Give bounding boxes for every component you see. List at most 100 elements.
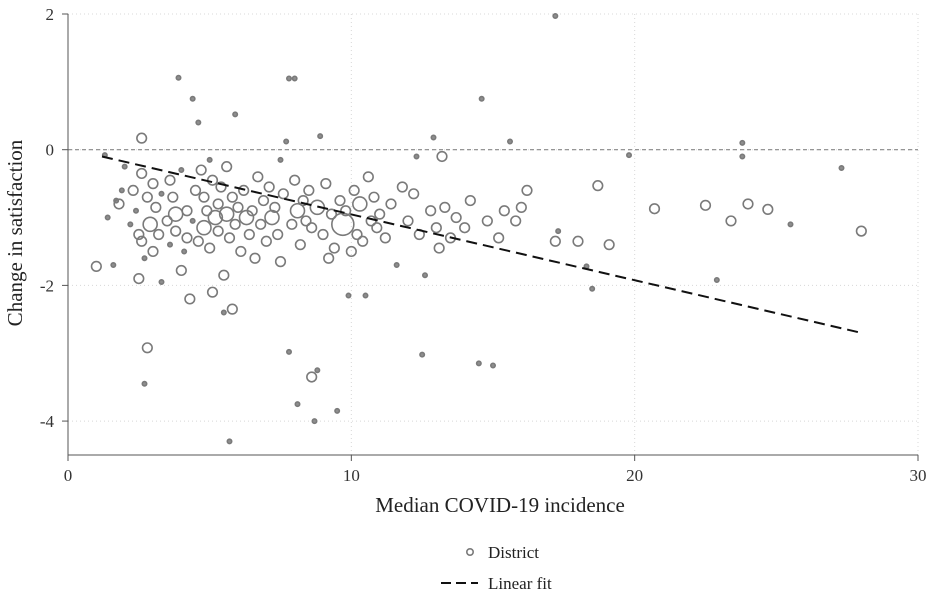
district-point	[175, 264, 187, 277]
district-point	[425, 205, 437, 217]
district-point	[323, 252, 335, 264]
district-point	[204, 242, 216, 254]
district-point	[229, 218, 241, 230]
x-tick-label: 10	[343, 466, 360, 485]
district-point	[368, 191, 380, 203]
district-point	[489, 362, 496, 369]
district-point	[362, 292, 369, 299]
district-point	[421, 272, 428, 279]
district-point	[150, 201, 162, 213]
district-point	[408, 188, 420, 200]
district-point	[592, 180, 604, 192]
district-point	[306, 371, 318, 383]
district-point	[235, 245, 247, 258]
district-point	[521, 184, 533, 196]
grid-lines	[67, 13, 919, 455]
district-point	[393, 262, 400, 269]
district-point	[762, 203, 774, 215]
district-point	[226, 438, 233, 445]
district-point	[221, 161, 233, 173]
district-point	[263, 181, 275, 193]
district-point	[430, 222, 442, 234]
district-point	[181, 205, 193, 217]
district-point	[481, 215, 493, 227]
district-point	[164, 174, 176, 186]
district-point	[141, 191, 153, 203]
district-point	[549, 235, 561, 247]
district-point	[226, 303, 238, 315]
district-point	[206, 156, 213, 163]
district-point	[277, 156, 284, 163]
district-point	[147, 245, 159, 258]
district-point	[362, 171, 374, 183]
district-point	[459, 222, 471, 234]
district-point	[552, 13, 559, 20]
district-point	[787, 221, 794, 228]
district-point	[136, 132, 148, 144]
district-point	[141, 255, 148, 262]
district-point	[243, 228, 255, 241]
district-point	[303, 184, 315, 196]
district-point	[572, 235, 584, 247]
district-point	[218, 206, 235, 222]
district-point	[351, 228, 363, 241]
district-point	[238, 184, 250, 196]
district-point	[232, 111, 239, 118]
y-tick-label: -4	[40, 412, 55, 431]
district-point	[317, 228, 329, 241]
district-point	[283, 138, 290, 145]
district-point	[348, 184, 360, 196]
legend-district-marker	[465, 547, 474, 556]
district-point	[285, 75, 292, 82]
district-point	[742, 198, 754, 210]
district-point	[158, 278, 165, 285]
district-point	[297, 194, 309, 207]
district-point	[450, 211, 462, 224]
district-point	[260, 235, 272, 247]
district-point	[320, 178, 332, 190]
district-point	[340, 205, 352, 217]
district-point	[133, 273, 145, 285]
district-point	[142, 216, 158, 233]
district-point	[345, 245, 357, 258]
district-point	[430, 134, 437, 141]
district-point	[212, 225, 224, 237]
district-point	[493, 232, 505, 244]
district-point	[238, 209, 255, 226]
district-point	[189, 184, 202, 196]
district-point	[475, 360, 482, 367]
district-point	[136, 167, 148, 180]
legend-district-label: District	[488, 543, 539, 562]
district-point	[625, 152, 632, 159]
district-point	[226, 191, 238, 203]
district-point	[328, 242, 340, 254]
district-point	[286, 218, 298, 230]
district-points	[90, 13, 867, 445]
district-point	[464, 194, 476, 207]
linear-fit-line	[101, 155, 862, 334]
district-point	[178, 167, 185, 174]
y-tick-label: -2	[40, 276, 54, 295]
district-point	[170, 225, 182, 237]
district-point	[285, 348, 292, 355]
district-point	[223, 232, 236, 244]
y-tick-label: 0	[46, 141, 55, 160]
district-point	[300, 215, 312, 227]
district-point	[317, 133, 324, 140]
district-point	[331, 212, 355, 237]
district-point	[648, 203, 661, 215]
district-point	[294, 239, 306, 251]
district-point	[739, 139, 746, 146]
district-point	[104, 214, 111, 221]
district-point	[357, 235, 369, 247]
district-point	[192, 235, 204, 247]
district-point	[379, 232, 391, 244]
district-point	[189, 95, 196, 102]
y-tick-label: 2	[46, 5, 55, 24]
district-point	[739, 153, 746, 160]
district-point	[413, 153, 420, 160]
district-point	[153, 228, 165, 241]
district-point	[207, 209, 224, 226]
district-point	[232, 201, 244, 213]
